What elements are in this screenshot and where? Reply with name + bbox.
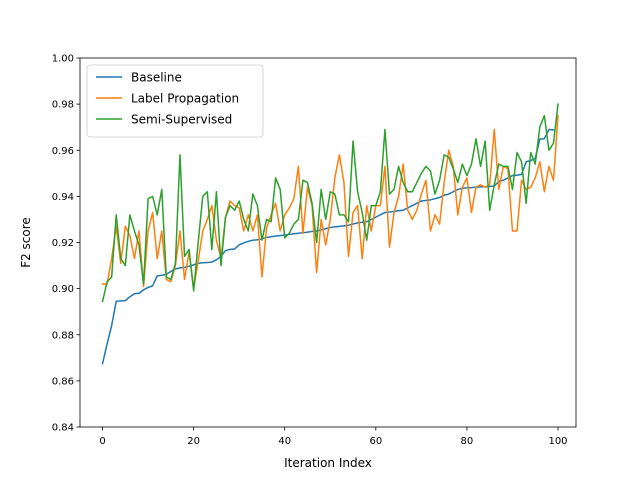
series-layer <box>101 103 559 365</box>
y-tick-label: 0.96 <box>52 146 74 157</box>
y-tick-label: 0.86 <box>52 376 74 387</box>
y-tick-label: 0.90 <box>52 284 74 295</box>
y-tick-label: 0.84 <box>52 423 74 434</box>
y-tick-label: 0.88 <box>52 330 74 341</box>
x-tick-label: 60 <box>369 436 382 447</box>
x-tick-label: 0 <box>99 436 105 447</box>
tick-layer: 0 20 40 60 80 100 0.84 0.86 0.88 0.90 0.92 0.94 0.96… <box>52 54 568 448</box>
series-line-semi-supervised <box>101 103 559 303</box>
x-axis-label: Iteration Index <box>284 456 372 470</box>
x-tick-label: 20 <box>187 436 200 447</box>
legend: Baseline Label Propagation Semi-Supervised <box>86 64 264 138</box>
legend-label-label-propagation: Label Propagation <box>131 92 239 106</box>
legend-box <box>86 64 264 138</box>
y-axis-label: F2 score <box>19 217 33 268</box>
x-tick-label: 100 <box>548 436 567 447</box>
plot-area-frame <box>79 57 577 428</box>
legend-label-semi-supervised: Semi-Supervised <box>131 113 232 127</box>
y-tick-label: 1.00 <box>52 54 74 65</box>
x-tick-label: 40 <box>278 436 291 447</box>
legend-label-baseline: Baseline <box>131 71 182 85</box>
series-line-label-propagation <box>101 114 559 290</box>
y-tick-label: 0.94 <box>52 192 74 203</box>
y-tick-label: 0.92 <box>52 238 74 249</box>
y-tick-label: 0.98 <box>52 100 74 111</box>
x-tick-label: 80 <box>461 436 474 447</box>
